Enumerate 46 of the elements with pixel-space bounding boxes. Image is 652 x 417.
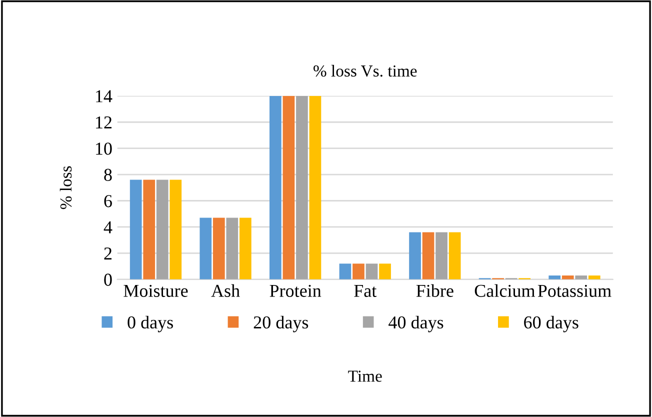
- bar: [409, 232, 421, 280]
- y-tick-label: 8: [104, 168, 112, 181]
- bar: [130, 180, 142, 280]
- chart-title: % loss Vs. time: [314, 64, 417, 77]
- bar: [296, 96, 308, 280]
- x-tick-label: Fibre: [416, 284, 454, 297]
- y-tick-label: 10: [96, 142, 112, 155]
- bar: [352, 264, 364, 280]
- bar: [366, 264, 378, 280]
- x-tick-label: Calcium: [474, 284, 536, 297]
- x-tick-label: Ash: [211, 284, 240, 297]
- bar: [226, 218, 238, 280]
- y-tick-label: 2: [104, 247, 112, 260]
- bar: [239, 218, 252, 280]
- bar: [436, 232, 448, 280]
- x-tick-label: Moisture: [124, 284, 188, 297]
- bar: [339, 264, 352, 280]
- bar: [282, 96, 295, 280]
- x-tick-label: Protein: [270, 284, 322, 297]
- legend-label: 0 days: [128, 316, 173, 332]
- x-tick-label: Potassium: [538, 284, 612, 297]
- bar: [575, 275, 588, 280]
- bar: [562, 275, 574, 280]
- x-tick-label: Fat: [354, 284, 377, 297]
- bar: [156, 180, 168, 280]
- bar: [448, 232, 461, 280]
- legend-label: 60 days: [524, 316, 578, 332]
- legend-label: 40 days: [388, 316, 444, 332]
- x-axis-title: Time: [348, 370, 382, 382]
- bar: [588, 275, 600, 280]
- y-axis-title: % loss: [60, 166, 72, 210]
- bar: [270, 96, 282, 280]
- y-tick-label: 14: [96, 90, 112, 102]
- y-tick-label: 4: [104, 221, 112, 234]
- y-tick-label: 12: [96, 116, 112, 128]
- bar: [379, 264, 391, 280]
- bar: [143, 180, 156, 280]
- y-tick-label: 6: [104, 195, 112, 208]
- y-tick-label: 0: [104, 274, 112, 286]
- bar: [200, 218, 212, 280]
- bar: [548, 275, 561, 280]
- legend-label: 20 days: [254, 316, 308, 332]
- bar: [309, 96, 322, 280]
- bar: [422, 232, 434, 280]
- bar: [170, 180, 182, 280]
- bar: [212, 218, 225, 280]
